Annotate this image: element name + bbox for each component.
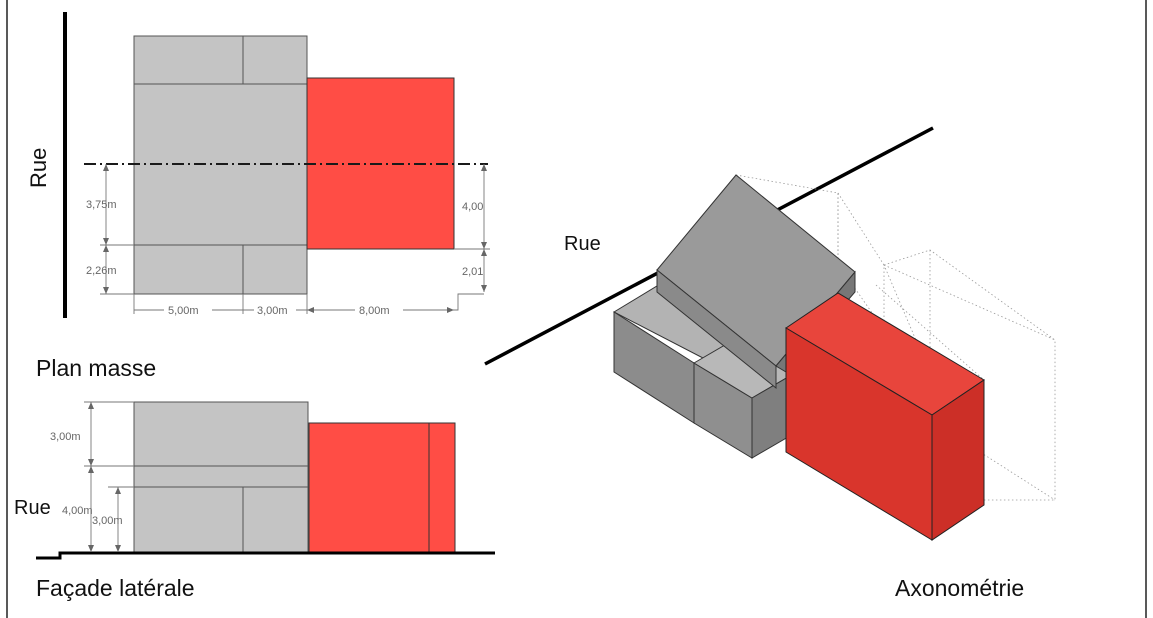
plan-dim-500-bg bbox=[164, 303, 212, 316]
axo-envelope-edge-3 bbox=[883, 264, 1056, 341]
plan-street-label: Rue bbox=[26, 148, 51, 188]
facade-ground-line bbox=[36, 551, 495, 560]
plan-bottom-tick-4 bbox=[454, 293, 484, 311]
axo-grey-main-front bbox=[656, 268, 777, 390]
axo-envelope-face-1 bbox=[735, 174, 839, 265]
facade-laterale-caption: Façade latérale bbox=[36, 575, 195, 601]
plan-dim-226: 2,26m bbox=[86, 265, 117, 277]
facade-existing-building bbox=[133, 401, 309, 553]
facade-drawing: 3,00m 4,00m 3,00m Rue bbox=[14, 401, 495, 560]
plan-dim-800: 8,00m bbox=[359, 305, 390, 317]
axo-envelope-face-2 bbox=[837, 191, 885, 332]
plan-dim-375: 3,75m bbox=[86, 199, 117, 211]
facade-extension-building bbox=[308, 422, 456, 553]
axo-red-side bbox=[931, 379, 985, 541]
plan-masse-drawing: Rue 3,75m 2,26m 4,00 2,01 5,00m bbox=[26, 12, 490, 318]
plan-dim-300: 3,00m bbox=[257, 305, 288, 317]
axo-envelope-face-3 bbox=[883, 249, 1056, 501]
facade-street-label: Rue bbox=[14, 497, 51, 519]
plan-masse-caption: Plan masse bbox=[36, 355, 156, 381]
plan-dim-201: 2,01 bbox=[462, 266, 483, 278]
facade-dim-300-top: 3,00m bbox=[50, 431, 81, 443]
facade-dim-400: 4,00m bbox=[62, 505, 93, 517]
facade-dim-300-low: 3,00m bbox=[92, 515, 123, 527]
axo-street-label: Rue bbox=[564, 233, 601, 255]
plan-dim-500: 5,00m bbox=[168, 305, 199, 317]
plan-dim-800-bg bbox=[355, 303, 403, 316]
facade-dim-arrows bbox=[88, 402, 121, 552]
plan-dim-300-bg bbox=[254, 303, 296, 316]
axonometry-drawing: Rue bbox=[484, 126, 1056, 541]
plan-dim-400: 4,00 bbox=[462, 201, 483, 213]
axonometrie-caption: Axonométrie bbox=[895, 575, 1024, 601]
